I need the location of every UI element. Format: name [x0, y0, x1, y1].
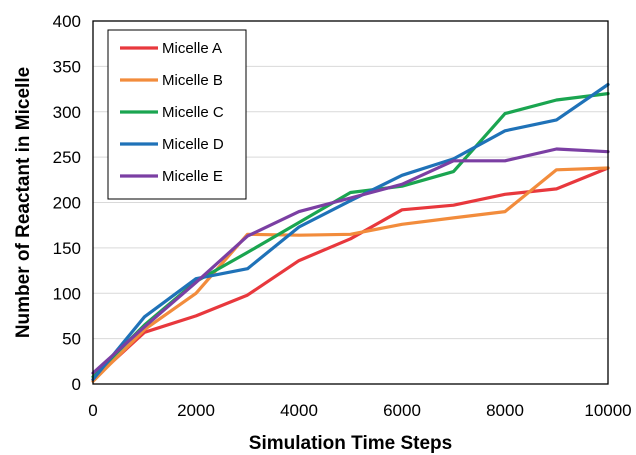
x-tick-label: 8000 — [486, 401, 524, 420]
legend-label: Micelle A — [162, 40, 222, 57]
series-line-micelle-d — [91, 82, 610, 382]
y-tick-label: 250 — [53, 148, 81, 167]
series-line-micelle-e — [91, 147, 610, 375]
legend-label: Micelle C — [162, 104, 224, 121]
x-tick-label: 10000 — [584, 401, 631, 420]
y-tick-label: 200 — [53, 194, 81, 213]
legend-box — [107, 29, 247, 200]
legend-label: Micelle D — [162, 136, 224, 153]
legend-label: Micelle B — [162, 72, 223, 89]
y-tick-label: 150 — [53, 239, 81, 258]
series-line-micelle-a — [91, 166, 610, 382]
x-tick-label: 0 — [88, 401, 97, 420]
legend-label: Micelle E — [162, 168, 223, 185]
x-tick-label: 4000 — [280, 401, 318, 420]
series-lines — [91, 82, 610, 383]
y-axis-title: Number of Reactant in Micelle — [13, 67, 34, 338]
x-tick-label: 6000 — [383, 401, 421, 420]
y-tick-label: 50 — [62, 330, 81, 349]
x-axis-ticks: 0 2000 4000 6000 8000 10000 — [88, 401, 631, 420]
y-tick-label: 350 — [53, 57, 81, 76]
x-tick-label: 2000 — [177, 401, 215, 420]
legend: Micelle A Micelle B Micelle C Micelle D Mice… — [107, 29, 247, 200]
plot-area-frame — [92, 20, 609, 385]
x-axis-title: Simulation Time Steps — [249, 433, 452, 454]
y-tick-label: 300 — [53, 103, 81, 122]
y-tick-label: 100 — [53, 284, 81, 303]
series-line-micelle-b — [91, 166, 610, 383]
y-axis-ticks: 0 50 100 150 200 250 300 350 400 — [53, 12, 81, 394]
y-tick-label: 0 — [72, 375, 81, 394]
y-tick-label: 400 — [53, 12, 81, 31]
